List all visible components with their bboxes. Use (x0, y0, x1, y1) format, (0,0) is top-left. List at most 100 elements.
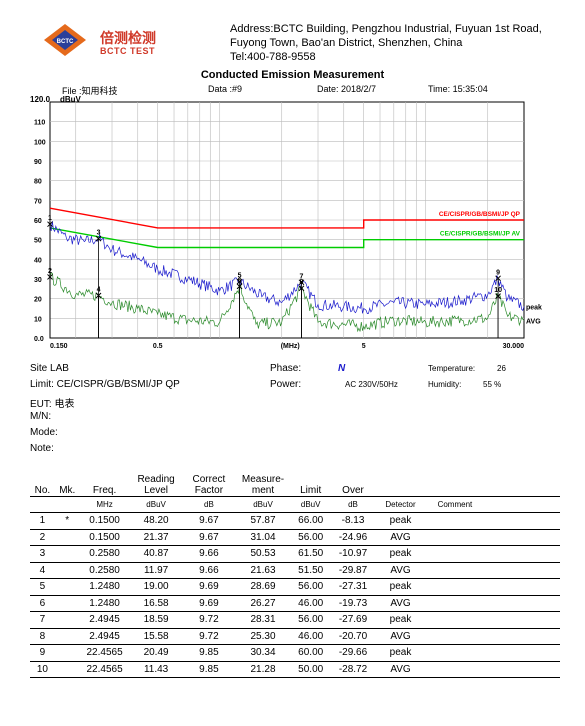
marker-x (95, 235, 102, 242)
table-cell (54, 661, 80, 678)
svg-text:BCTC: BCTC (57, 39, 74, 45)
date-label: Date: 2018/2/7 (317, 84, 377, 94)
limit-line (49, 207, 524, 229)
table-cell: 18.59 (129, 611, 183, 629)
data-label: Data :#9 (208, 84, 243, 94)
series-label: AVG (526, 318, 541, 325)
table-cell: -27.69 (330, 611, 376, 629)
y-tick-label: 100 (34, 139, 46, 146)
x-tick-label: (MHz) (281, 343, 300, 350)
table-cell: 9.67 (182, 529, 236, 546)
limit-line-label: CE/CISPR/GB/BSMI/JP QP (439, 211, 521, 218)
x-tick-label: 0.150 (50, 343, 68, 350)
marker-x (495, 293, 501, 300)
table-unit-cell: dBuV (290, 496, 331, 513)
table-cell: * (54, 512, 80, 530)
table-cell: 60.00 (290, 644, 331, 662)
table-unit-cell: MHz (79, 496, 130, 513)
table-cell: 5 (30, 578, 55, 596)
marker-x (298, 285, 305, 292)
marker-label: 2 (48, 268, 52, 275)
table-cell (425, 562, 485, 579)
table-cell (484, 512, 560, 530)
table-cell (425, 611, 485, 629)
results-table: No. Mk. Freq. Reading Level Correct Factor Meas… (30, 470, 560, 678)
table-unit-cell: dBuV (235, 496, 291, 513)
table-cell: 0.1500 (79, 529, 130, 546)
table-cell: 9.69 (182, 578, 236, 596)
table-cell (425, 578, 485, 596)
table-cell: 50.00 (290, 661, 331, 678)
address-line-3: Tel:400-788-9558 (230, 51, 316, 63)
table-cell: 9.66 (182, 562, 236, 579)
table-cell: peak (375, 545, 426, 563)
table-row: 3 0.2580 40.87 9.66 50.53 61.50 -10.97 peak (30, 545, 560, 563)
table-cell: 2.4945 (79, 611, 130, 629)
table-cell: 1.2480 (79, 595, 130, 612)
table-cell: 9 (30, 644, 55, 662)
power-value: AC 230V/50Hz (345, 380, 398, 389)
table-cell: AVG (375, 595, 426, 612)
y-tick-label: 60 (34, 218, 42, 225)
series-line (49, 272, 525, 333)
table-unit-cell: Comment (425, 496, 485, 513)
power-label: Power: (270, 379, 302, 390)
y-tick-label: 10 (34, 316, 42, 323)
table-header-cell: Over (342, 485, 364, 496)
x-tick-label: 5 (362, 343, 366, 350)
limit-info: Limit: CE/CISPR/GB/BSMI/JP QP (30, 379, 180, 390)
humidity-label: Humidity: (428, 380, 462, 389)
table-header-row: No. Mk. Freq. Reading Level Correct Factor Meas… (30, 470, 560, 497)
table-cell: 0.2580 (79, 562, 130, 579)
table-cell: 48.20 (129, 512, 183, 530)
emission-chart: 120.0 dBuV 0.01020304050607080901001100.… (30, 95, 542, 350)
address-line-2: Fuyong Town, Bao'an District, Shenzhen, … (230, 37, 463, 49)
table-cell: 66.00 (290, 512, 331, 530)
table-cell: 61.50 (290, 545, 331, 563)
series-label: peak (526, 305, 542, 312)
company-logo: BCTC (40, 22, 90, 58)
table-cell (54, 529, 80, 546)
table-cell (484, 644, 560, 662)
y-tick-label: 0.0 (34, 336, 44, 343)
table-cell: 25.30 (235, 628, 291, 645)
table-cell: AVG (375, 562, 426, 579)
table-cell: 15.58 (129, 628, 183, 645)
table-cell (484, 595, 560, 612)
table-cell (425, 644, 485, 662)
table-cell (484, 562, 560, 579)
table-cell: 22.4565 (79, 661, 130, 678)
marker-x (298, 279, 305, 286)
table-cell (54, 644, 80, 662)
y-tick-label: 70 (34, 198, 42, 205)
table-cell: 19.00 (129, 578, 183, 596)
table-unit-cell: Detector (375, 496, 426, 513)
table-cell (54, 562, 80, 579)
table-header-cell (376, 470, 426, 497)
series-line (49, 221, 525, 314)
table-cell: 31.04 (235, 529, 291, 546)
table-cell: 9.72 (182, 611, 236, 629)
table-cell: 51.50 (290, 562, 331, 579)
table-cell: -8.13 (330, 512, 376, 530)
table-cell (484, 529, 560, 546)
marker-x (495, 275, 501, 282)
table-header-cell (425, 470, 484, 497)
table-cell: 9.69 (182, 595, 236, 612)
site-info: Site LAB (30, 363, 69, 374)
marker-label: 10 (494, 287, 502, 294)
table-cell: 1 (30, 512, 55, 530)
y-tick-label: 110 (34, 120, 45, 127)
table-cell: 28.31 (235, 611, 291, 629)
table-cell: 26.27 (235, 595, 291, 612)
table-cell: 6 (30, 595, 55, 612)
table-header-cell: Correct Factor (192, 474, 226, 496)
y-tick-label: 20 (34, 297, 42, 304)
table-row: 1 * 0.1500 48.20 9.67 57.87 66.00 -8.13 peak (30, 512, 560, 530)
table-cell: 0.1500 (79, 512, 130, 530)
table-cell: 21.63 (235, 562, 291, 579)
table-unit-cell (484, 496, 560, 513)
file-label: File :知用科技 (62, 86, 118, 96)
table-unit-cell: dBuV (129, 496, 183, 513)
table-cell: 1.2480 (79, 578, 130, 596)
